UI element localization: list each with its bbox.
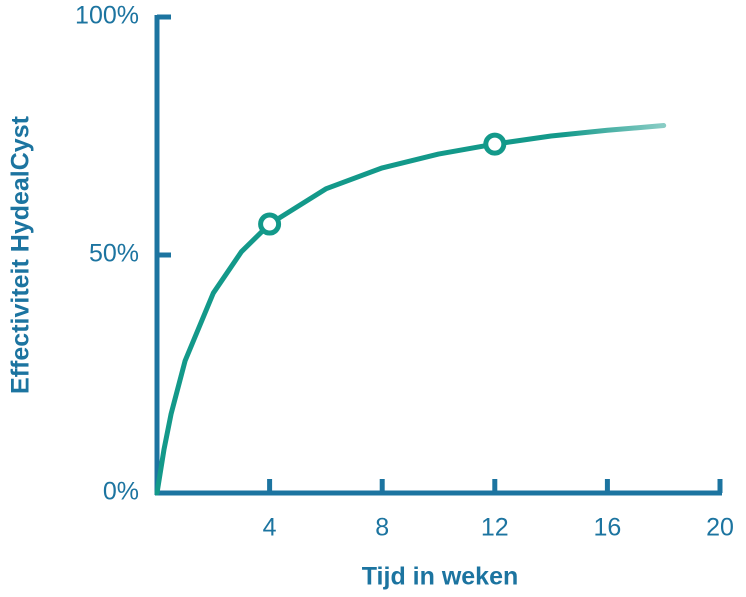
y-tick-label: 50% (89, 240, 139, 268)
marker (483, 132, 507, 156)
x-axis-title: Tijd in weken (362, 563, 519, 591)
x-tick-label: 4 (263, 514, 277, 542)
x-tick-label: 20 (706, 514, 734, 542)
y-tick-label: 0% (103, 478, 139, 506)
marker (258, 212, 282, 236)
x-tick-label: 8 (375, 514, 389, 542)
x-tick-label: 12 (481, 514, 509, 542)
line (154, 123, 667, 496)
y-tick-label: 100% (75, 2, 139, 30)
x-tick-label: 16 (593, 514, 621, 542)
y-axis-title: Effectiviteit HydealCyst (7, 115, 35, 394)
